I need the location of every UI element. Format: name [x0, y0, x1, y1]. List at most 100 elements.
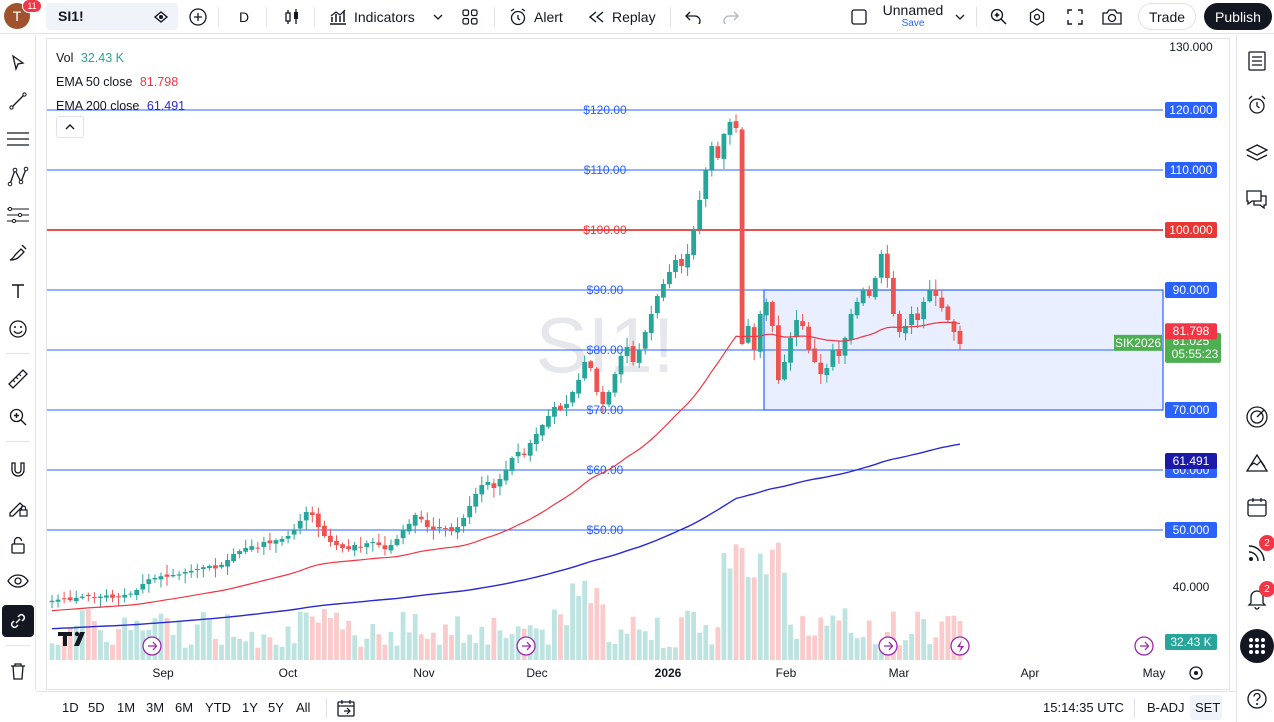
lock-drawings-edit-icon[interactable]	[4, 493, 32, 521]
range-all[interactable]: All	[296, 700, 311, 715]
candle-body	[55, 599, 61, 602]
x-tick-label: Sep	[152, 666, 174, 680]
candles-icon[interactable]	[280, 4, 304, 30]
fib-icon[interactable]	[4, 201, 32, 229]
range-1y[interactable]: 1Y	[242, 700, 258, 715]
publish-button[interactable]: Publish	[1204, 3, 1272, 30]
cursor-icon[interactable]	[4, 49, 32, 77]
candle-body	[527, 443, 533, 456]
layout-name-block[interactable]: Unnamed Save	[876, 3, 950, 30]
volume-bar	[437, 644, 442, 660]
range-1d[interactable]: 1D	[62, 700, 79, 715]
broadcast-icon[interactable]	[1243, 539, 1271, 567]
undo-icon[interactable]	[682, 4, 704, 30]
target-icon[interactable]	[1243, 403, 1271, 431]
trend-line-icon[interactable]	[4, 87, 32, 115]
trash-icon[interactable]	[4, 657, 32, 685]
replay-icon[interactable]	[586, 4, 608, 30]
x-tick-label: Feb	[776, 666, 797, 680]
watchlist-icon[interactable]	[1243, 47, 1271, 75]
link-icon[interactable]	[2, 605, 34, 637]
magnet-icon[interactable]	[4, 455, 32, 483]
chart-pane[interactable]	[46, 38, 1230, 690]
goto-date-icon[interactable]	[336, 698, 356, 721]
pattern-icon[interactable]	[4, 163, 32, 191]
session-toggle[interactable]: SET	[1195, 700, 1221, 715]
brush-icon[interactable]	[4, 239, 32, 267]
candle-body	[824, 368, 830, 376]
chevron-down-icon[interactable]	[430, 4, 446, 30]
bottom-toolbar: 1D 5D 1M 3M 6M YTD 1Y 5Y All 15:14:35 UT…	[36, 691, 1236, 722]
text-icon[interactable]	[4, 277, 32, 305]
layout-checkbox-icon[interactable]	[848, 4, 870, 30]
chart-legend: Vol 32.43 K EMA 50 close 81.798 EMA 200 …	[56, 46, 189, 118]
alert-icon[interactable]	[506, 4, 530, 30]
quick-search-icon[interactable]	[986, 4, 1012, 30]
volume-bar	[400, 611, 406, 660]
apps-grid-icon[interactable]	[1240, 629, 1274, 663]
compare-icon[interactable]	[150, 4, 172, 30]
candle-body	[128, 593, 134, 595]
volume-bar	[739, 548, 745, 660]
volume-bar	[237, 638, 243, 660]
volume-bar	[85, 609, 91, 660]
candle-body	[461, 518, 467, 527]
help-icon[interactable]	[1243, 685, 1271, 713]
alert-button[interactable]: Alert	[534, 9, 563, 25]
collapse-legend-button[interactable]	[56, 116, 84, 138]
layers-icon[interactable]	[1243, 139, 1271, 167]
legend-ema50-row[interactable]: EMA 50 close 81.798	[56, 70, 189, 94]
volume-bar	[485, 644, 491, 660]
candle-body	[921, 302, 927, 320]
range-5y[interactable]: 5Y	[268, 700, 284, 715]
templates-icon[interactable]	[458, 4, 482, 30]
range-1m[interactable]: 1M	[117, 700, 136, 715]
hline-label-80: $80.00	[587, 343, 624, 357]
candle-body	[673, 260, 678, 273]
indicators-icon[interactable]	[326, 4, 350, 30]
ideas-icon[interactable]	[1243, 449, 1271, 477]
trade-button[interactable]: Trade	[1138, 3, 1196, 30]
notifications-badge: 2	[1259, 581, 1274, 597]
chat-icon[interactable]	[1243, 185, 1271, 213]
candle-body	[558, 405, 563, 410]
candle-body	[358, 546, 364, 548]
axis-label-bg-120	[1165, 102, 1217, 118]
event-arrow	[148, 641, 158, 651]
badj-toggle[interactable]: B-ADJ	[1147, 700, 1185, 715]
chevron-down-icon[interactable]	[952, 4, 968, 30]
fullscreen-icon[interactable]	[1062, 4, 1088, 30]
zoom-in-icon[interactable]	[4, 403, 32, 431]
candle-body	[739, 129, 745, 344]
axis-label-50: 50.000	[1173, 523, 1210, 537]
emoji-icon[interactable]	[4, 315, 32, 343]
camera-icon[interactable]	[1098, 4, 1126, 30]
alerts-clock-icon[interactable]	[1243, 91, 1271, 119]
x-tick-label: Apr	[1021, 666, 1040, 680]
replay-button[interactable]: Replay	[612, 9, 656, 25]
settings-icon[interactable]	[1024, 4, 1050, 30]
range-6m[interactable]: 6M	[175, 700, 194, 715]
candle-body	[763, 302, 769, 316]
indicators-button[interactable]: Indicators	[354, 9, 415, 25]
add-symbol-icon[interactable]	[186, 4, 210, 30]
calendar-icon[interactable]	[1243, 493, 1271, 521]
range-3m[interactable]: 3M	[146, 700, 165, 715]
range-5d[interactable]: 5D	[88, 700, 105, 715]
candle-body	[679, 258, 684, 266]
interval-button[interactable]: D	[238, 9, 250, 25]
range-ytd[interactable]: YTD	[205, 700, 231, 715]
legend-ema200-row[interactable]: EMA 200 close 61.491	[56, 94, 189, 118]
horizontal-lines-icon[interactable]	[4, 125, 32, 153]
price-chart[interactable]: SI1! $120.00 120.000 $110.00 110.000 $100.00 1…	[0, 0, 1274, 690]
legend-volume-row[interactable]: Vol 32.43 K	[56, 46, 189, 70]
candle-body	[116, 596, 121, 598]
eye-icon[interactable]	[4, 567, 32, 595]
candle-body	[927, 290, 933, 302]
volume-bar	[358, 646, 364, 660]
ruler-icon[interactable]	[4, 365, 32, 393]
lock-icon[interactable]	[4, 531, 32, 559]
redo-icon[interactable]	[720, 4, 742, 30]
clock-time[interactable]: 15:14:35 UTC	[1043, 700, 1124, 715]
candle-body	[933, 289, 939, 296]
